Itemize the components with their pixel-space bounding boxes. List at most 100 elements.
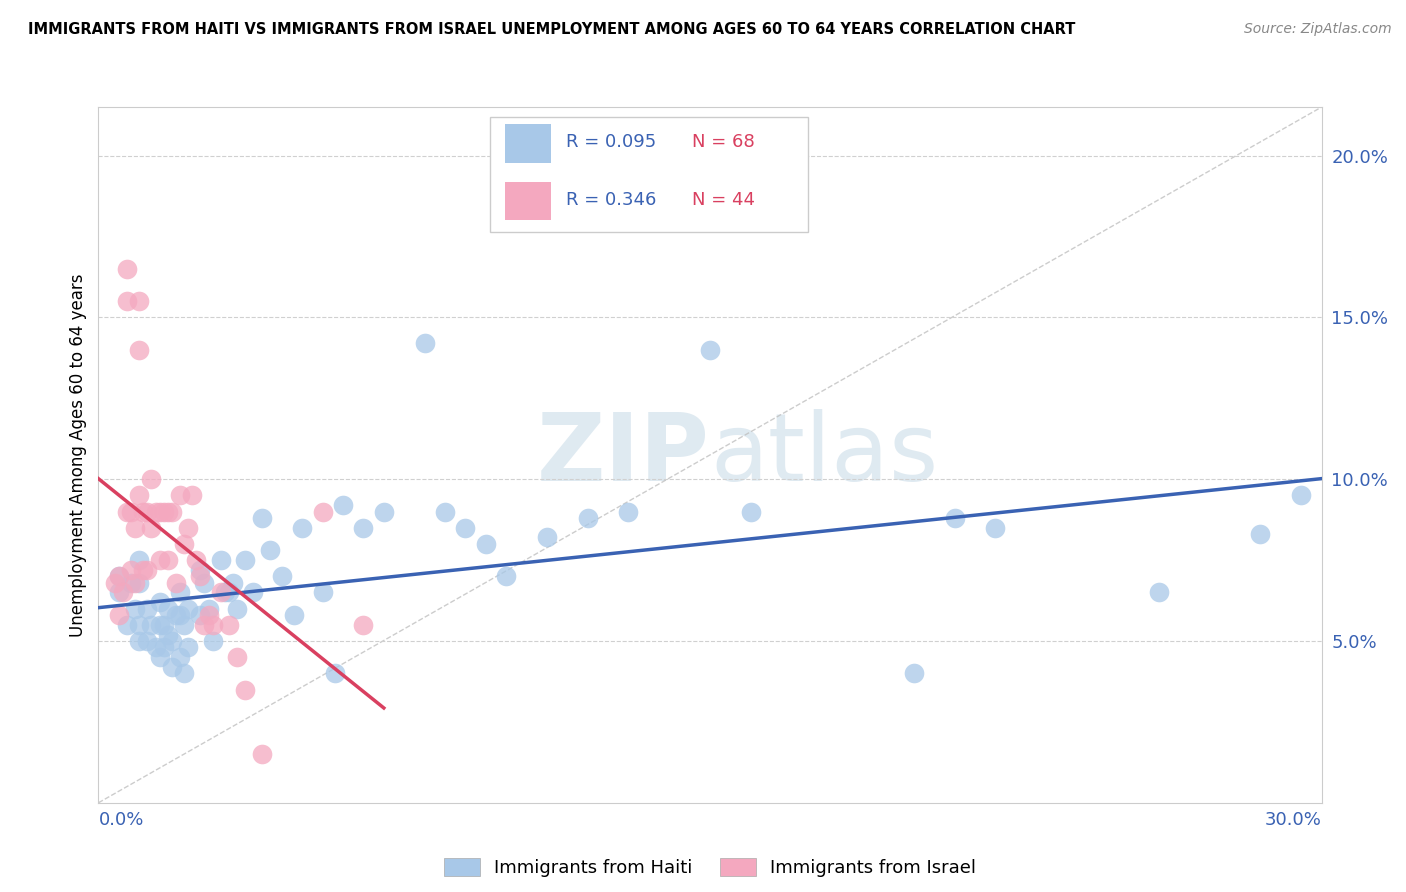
Point xyxy=(104,575,127,590)
Text: Source: ZipAtlas.com: Source: ZipAtlas.com xyxy=(1244,22,1392,37)
Point xyxy=(124,575,146,590)
Legend: Immigrants from Haiti, Immigrants from Israel: Immigrants from Haiti, Immigrants from I… xyxy=(436,850,984,884)
Point xyxy=(128,488,150,502)
Point xyxy=(128,553,150,567)
Point xyxy=(1249,527,1271,541)
Point xyxy=(132,563,155,577)
Point xyxy=(141,472,163,486)
Point xyxy=(188,563,212,577)
Point xyxy=(209,553,232,567)
Point xyxy=(111,585,134,599)
Point xyxy=(120,504,142,518)
Point xyxy=(193,575,215,590)
Point xyxy=(149,650,172,665)
Text: 30.0%: 30.0% xyxy=(1265,811,1322,830)
Point xyxy=(108,569,131,583)
Point xyxy=(250,511,273,525)
Point xyxy=(173,537,195,551)
Point xyxy=(156,504,179,518)
Point xyxy=(136,634,159,648)
Point xyxy=(1291,488,1313,502)
Point xyxy=(124,601,146,615)
Point xyxy=(108,608,131,623)
Point xyxy=(617,504,640,518)
Point xyxy=(699,343,721,357)
Point xyxy=(169,585,191,599)
Point xyxy=(259,543,281,558)
Point xyxy=(108,569,131,583)
Point xyxy=(413,336,436,351)
Point xyxy=(149,553,172,567)
Point xyxy=(156,601,179,615)
Text: R = 0.346: R = 0.346 xyxy=(565,191,657,209)
Point xyxy=(160,634,183,648)
Point xyxy=(136,563,159,577)
Point xyxy=(233,682,256,697)
Point xyxy=(128,575,150,590)
Point xyxy=(149,504,172,518)
Point xyxy=(222,575,245,590)
Point xyxy=(323,666,346,681)
Point xyxy=(152,640,174,655)
Point xyxy=(165,608,187,623)
Point xyxy=(120,575,142,590)
Point xyxy=(115,617,138,632)
Point xyxy=(149,617,172,632)
Point xyxy=(214,585,236,599)
Point xyxy=(173,666,195,681)
Point xyxy=(291,521,314,535)
Point xyxy=(160,660,183,674)
Point xyxy=(132,504,155,518)
Point xyxy=(181,488,204,502)
Point xyxy=(188,608,212,623)
Point xyxy=(141,617,163,632)
Point xyxy=(740,504,762,518)
Point xyxy=(188,569,212,583)
FancyBboxPatch shape xyxy=(489,118,808,232)
Point xyxy=(169,608,191,623)
Point xyxy=(197,608,219,623)
Point xyxy=(173,617,195,632)
Point xyxy=(145,504,167,518)
Bar xyxy=(505,124,551,162)
Point xyxy=(136,504,159,518)
Text: N = 68: N = 68 xyxy=(692,133,755,151)
Point xyxy=(115,294,138,309)
Point xyxy=(226,650,249,665)
Point xyxy=(108,585,131,599)
Point xyxy=(242,585,264,599)
Point xyxy=(197,601,219,615)
Point xyxy=(169,650,191,665)
Point xyxy=(434,504,457,518)
Point xyxy=(495,569,517,583)
Point xyxy=(145,640,167,655)
Point xyxy=(576,511,599,525)
Point xyxy=(124,521,146,535)
Point xyxy=(177,521,200,535)
Point xyxy=(177,640,200,655)
Point xyxy=(128,617,150,632)
Point xyxy=(128,343,150,357)
Point xyxy=(454,521,477,535)
Point xyxy=(186,553,208,567)
Y-axis label: Unemployment Among Ages 60 to 64 years: Unemployment Among Ages 60 to 64 years xyxy=(69,273,87,637)
Text: N = 44: N = 44 xyxy=(692,191,755,209)
Point xyxy=(120,563,142,577)
Point xyxy=(152,617,174,632)
Point xyxy=(226,601,249,615)
Point xyxy=(283,608,305,623)
Point xyxy=(250,747,273,762)
Point xyxy=(177,601,200,615)
Point xyxy=(332,498,354,512)
Point xyxy=(352,617,374,632)
Point xyxy=(115,504,138,518)
Point xyxy=(156,553,179,567)
Point xyxy=(152,504,174,518)
Point xyxy=(128,294,150,309)
Point xyxy=(115,261,138,276)
Point xyxy=(312,504,335,518)
Point xyxy=(128,634,150,648)
Point xyxy=(201,617,224,632)
Text: R = 0.095: R = 0.095 xyxy=(565,133,657,151)
Point xyxy=(536,531,558,545)
